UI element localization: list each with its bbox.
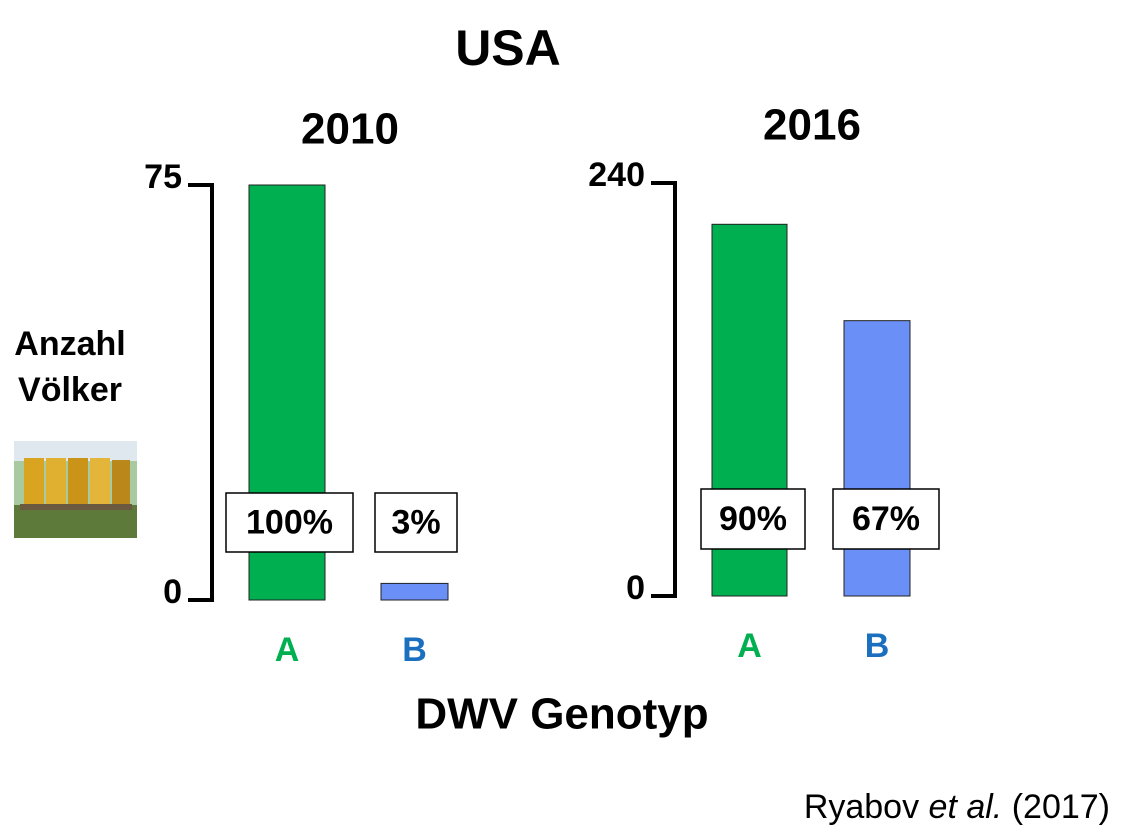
y-tick-label: 75 — [144, 158, 182, 196]
slide-title: USA — [455, 20, 561, 76]
x-tick-label: A — [275, 631, 300, 669]
y-axis-label: Völker — [18, 371, 122, 409]
annotation: 100% — [246, 503, 333, 541]
bar — [843, 320, 911, 597]
citation-part: et al. — [929, 788, 1003, 826]
annotation-box — [832, 488, 940, 550]
annotation: 3% — [391, 503, 440, 541]
y-tick-label: 0 — [626, 569, 645, 607]
citation-part: Ryabov — [804, 788, 929, 826]
citation-part: (2017) — [1002, 788, 1110, 826]
annotation-box — [225, 492, 354, 553]
y-axis-label: Anzahl — [14, 325, 125, 363]
annotation-box — [374, 492, 458, 553]
x-axis-label: DWV Genotyp — [415, 690, 708, 739]
y-tick-label: 0 — [163, 573, 182, 611]
y-tick-label: 240 — [588, 156, 645, 194]
bar — [380, 582, 449, 601]
annotation: 90% — [719, 500, 787, 538]
x-tick-label: B — [402, 631, 427, 669]
annotation-box — [700, 488, 806, 550]
annotation: 67% — [852, 500, 920, 538]
citation: Ryabov et al. (2017) — [804, 788, 1110, 826]
x-tick-label: A — [737, 627, 762, 665]
chart-title: 2010 — [301, 105, 399, 154]
chart-title: 2016 — [763, 101, 861, 150]
beehive-photo — [14, 441, 137, 538]
x-tick-label: B — [865, 627, 890, 665]
